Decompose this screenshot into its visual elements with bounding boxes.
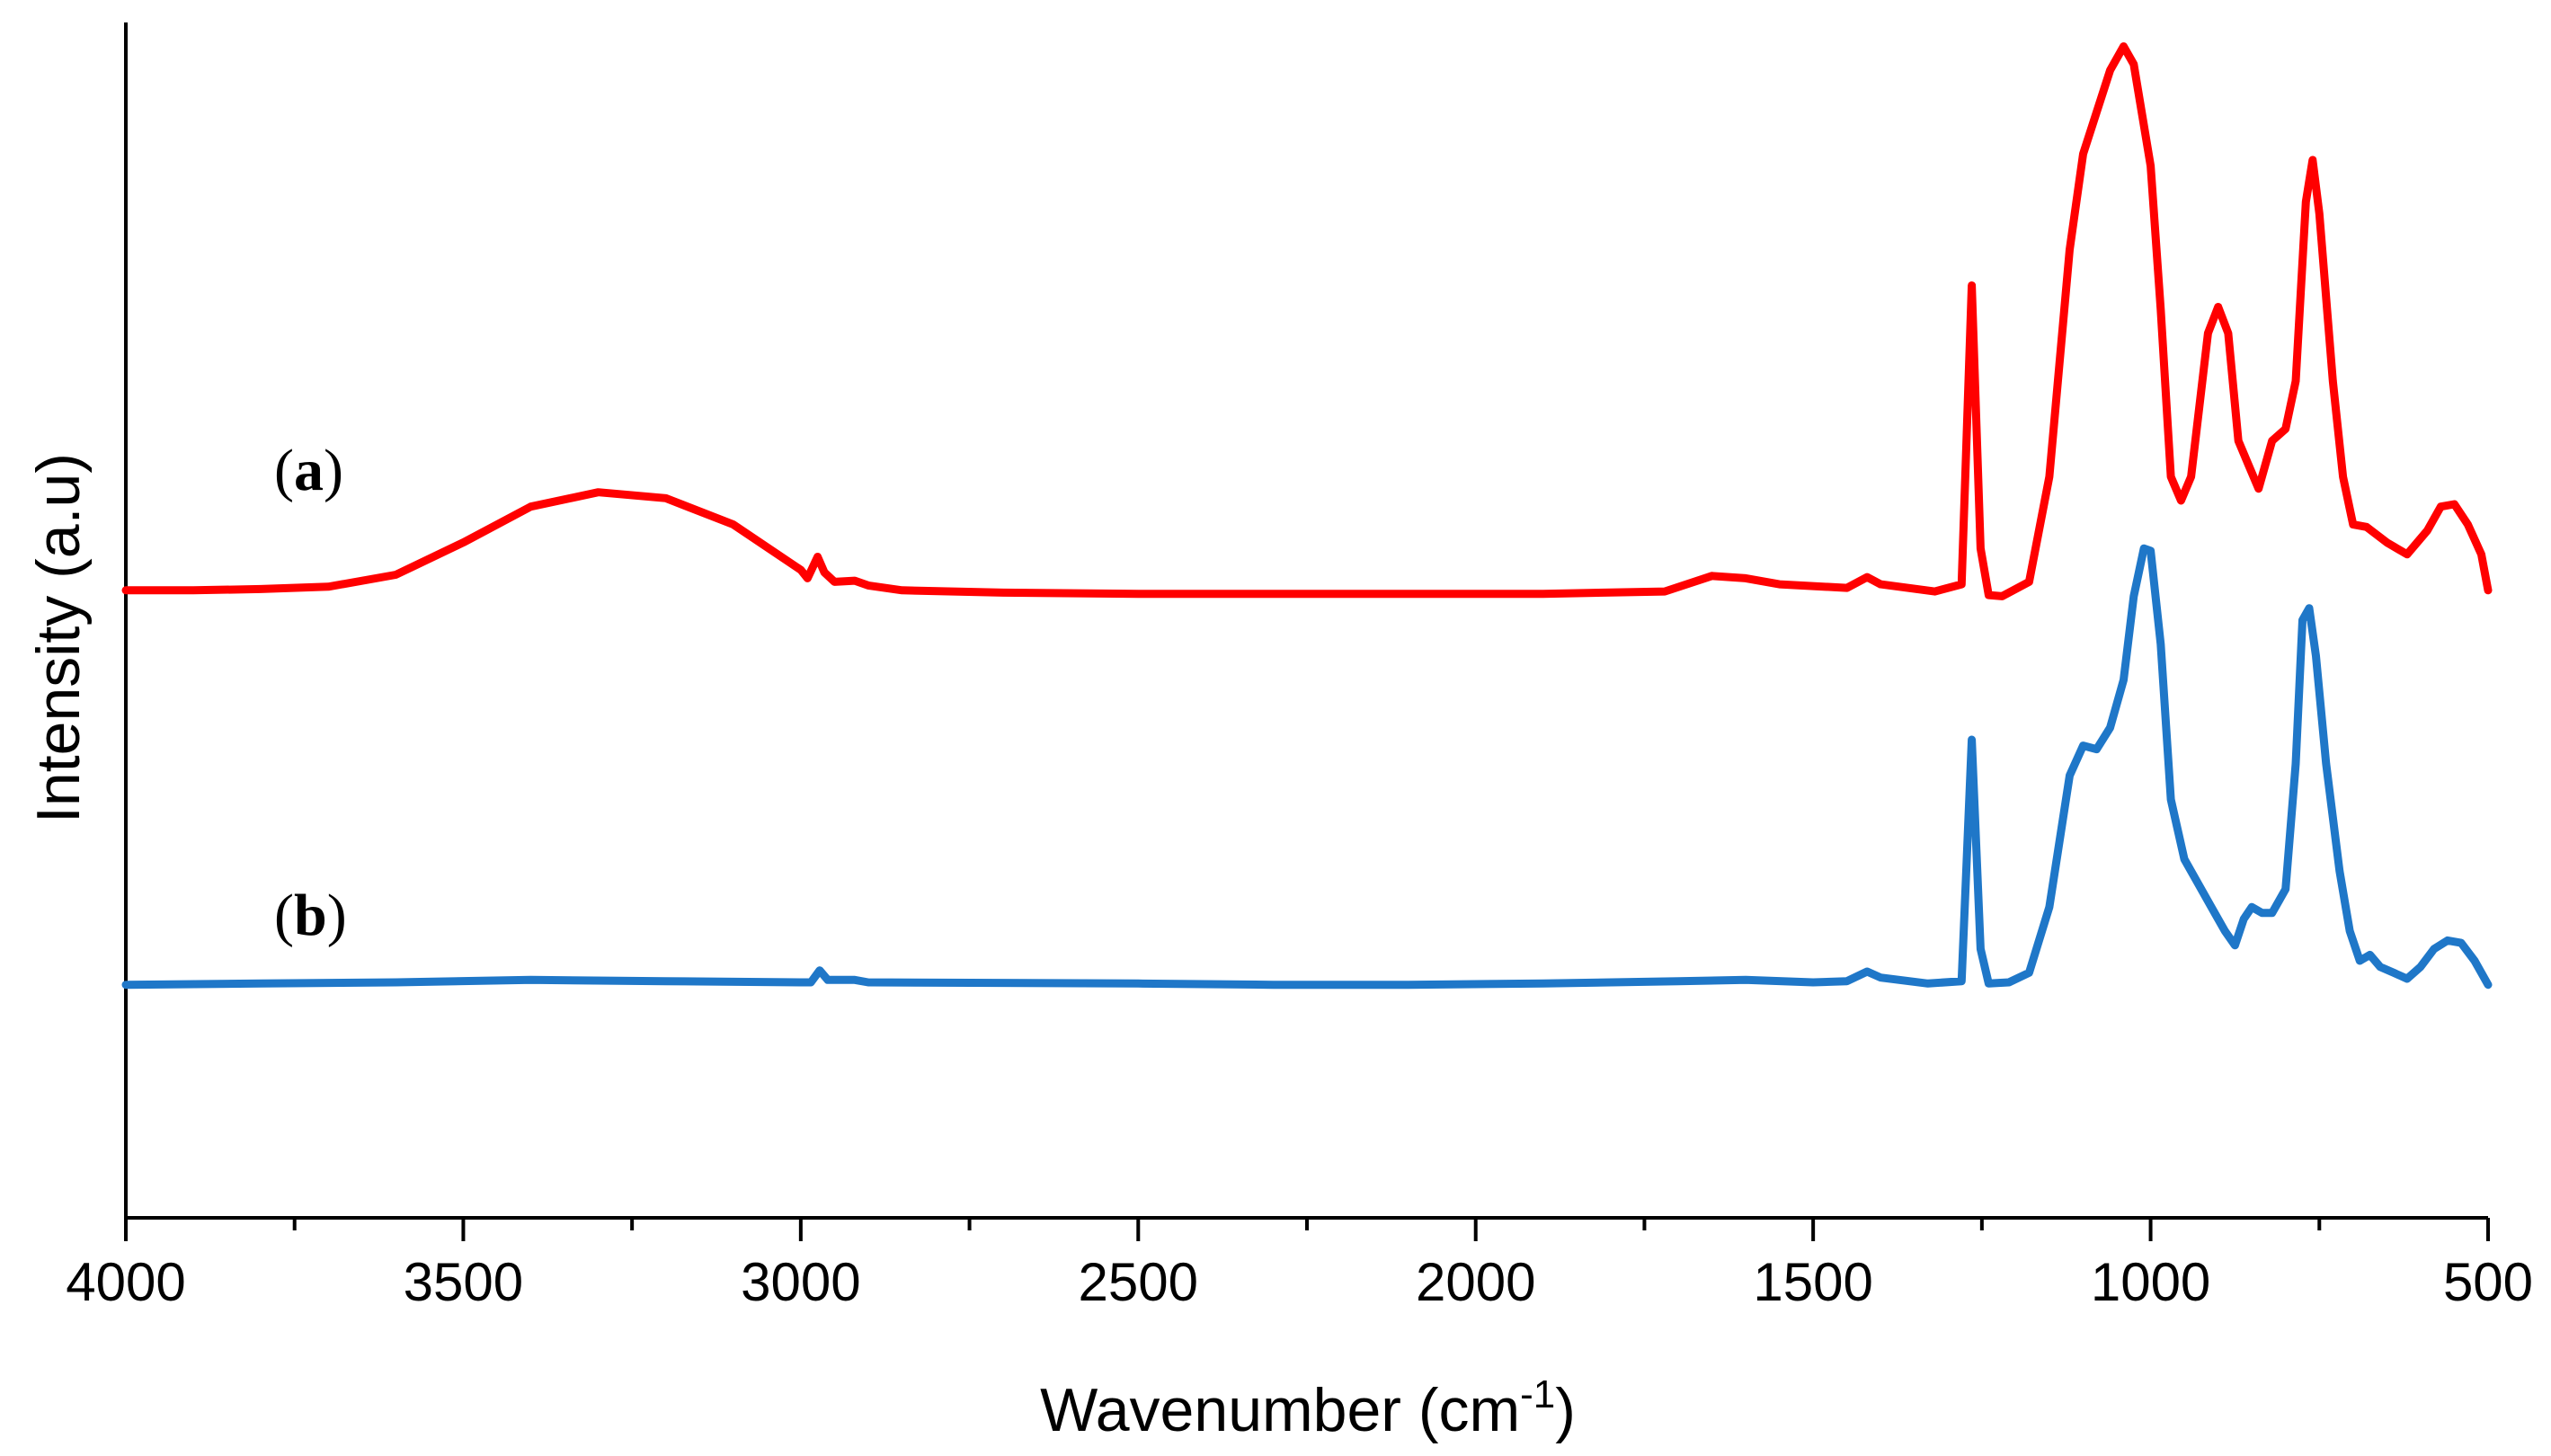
series-label-b: (b)	[274, 883, 347, 948]
series-label-a: (a)	[274, 438, 343, 503]
x-tick-label: 3500	[404, 1252, 523, 1312]
x-ticks	[124, 1218, 2490, 1241]
series-label-a-letter: a	[294, 438, 324, 503]
x-tick-labels: 4000 3500 3000 2500 2000 1500 1000 500	[66, 1252, 2533, 1312]
x-tick-label: 2000	[1416, 1252, 1535, 1312]
x-axis-title-main: Wavenumber (cm	[1040, 1376, 1520, 1444]
x-tick-label: 1500	[1753, 1252, 1872, 1312]
y-axis-title: Intensity (a.u)	[24, 453, 93, 823]
x-axis-title-suffix: )	[1555, 1376, 1576, 1444]
x-tick-label: 2500	[1079, 1252, 1198, 1312]
series-label-b-letter: b	[294, 883, 327, 948]
x-tick-label: 1000	[2091, 1252, 2210, 1312]
x-tick-label: 4000	[66, 1252, 185, 1312]
series-traces	[121, 42, 2493, 990]
series-line-b	[121, 544, 2493, 990]
x-axis-title: Wavenumber (cm-1)	[1040, 1372, 1576, 1444]
x-axis-title-superscript: -1	[1520, 1372, 1555, 1416]
x-tick-label: 3000	[741, 1252, 860, 1312]
series-line-a	[121, 42, 2493, 600]
x-tick-label: 500	[2443, 1252, 2533, 1312]
